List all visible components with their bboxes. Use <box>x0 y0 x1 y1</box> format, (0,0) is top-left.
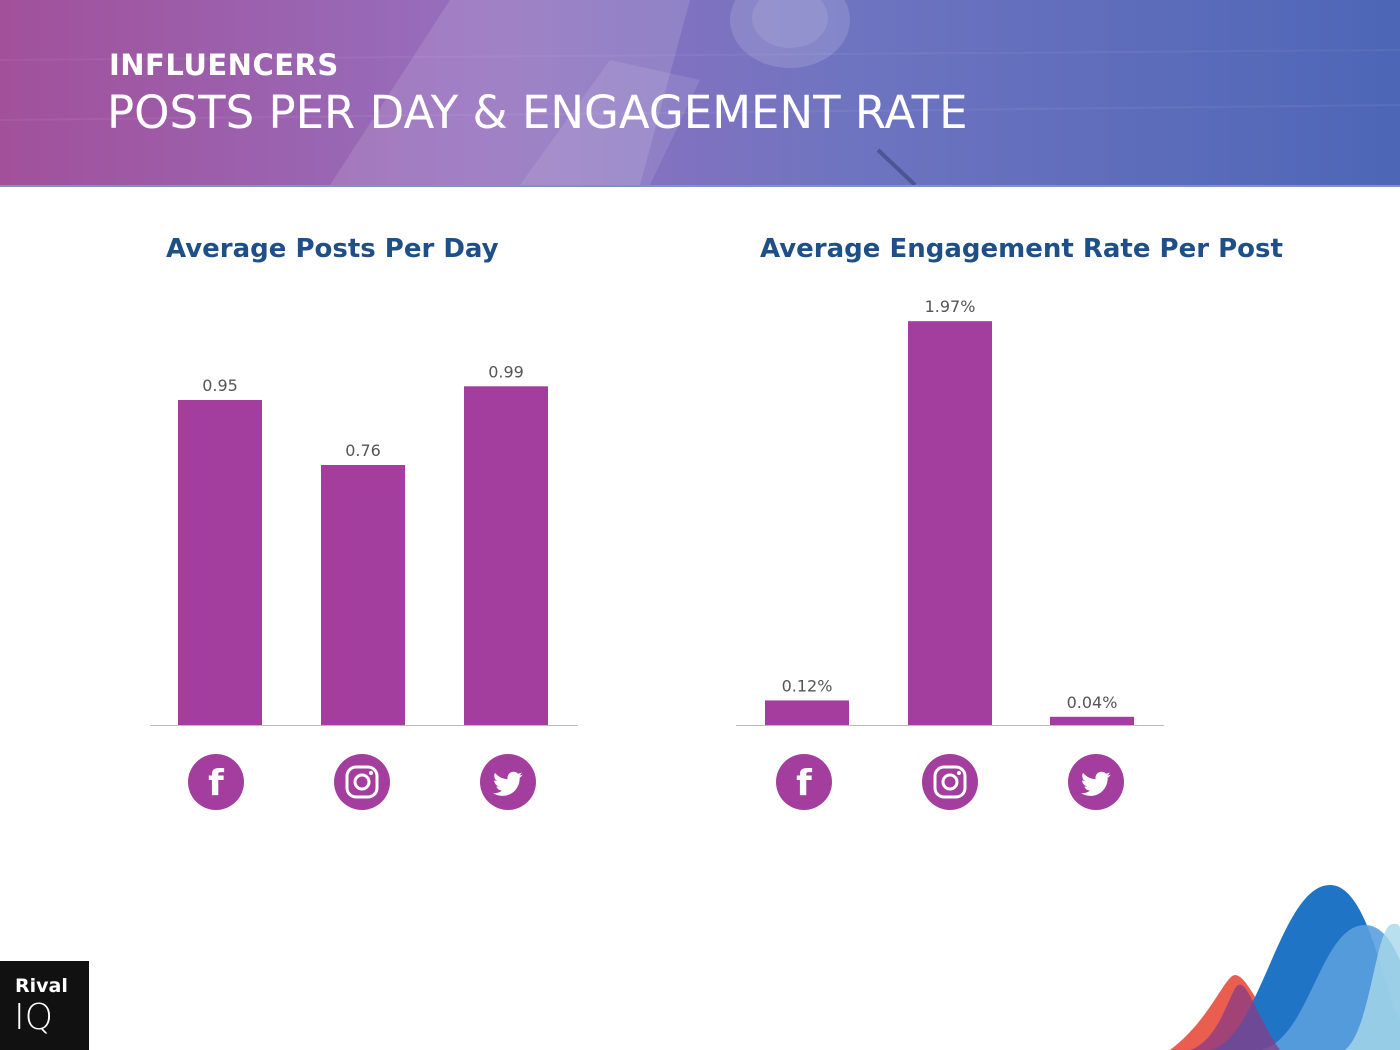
chart-title-posts-per-day: Average Posts Per Day <box>166 234 499 264</box>
data-label-facebook: 0.95 <box>202 376 238 395</box>
data-label-twitter: 0.99 <box>488 362 524 381</box>
facebook-icon-bg <box>776 754 832 810</box>
header-background-decor <box>0 0 1400 185</box>
instagram-lens <box>941 773 959 791</box>
instagram-dot <box>369 771 373 775</box>
facebook-glyph: f <box>208 763 224 804</box>
facebook-icon: f <box>188 754 244 810</box>
bar-twitter <box>464 386 548 725</box>
bar-facebook <box>178 400 262 725</box>
bar-facebook <box>765 700 849 725</box>
header-banner: INFLUENCERS POSTS PER DAY & ENGAGEMENT R… <box>0 0 1400 187</box>
twitter-icon <box>1068 754 1124 810</box>
instagram-icon <box>922 754 978 810</box>
instagram-dot <box>957 771 961 775</box>
data-label-facebook: 0.12% <box>782 676 833 695</box>
section-kicker: INFLUENCERS <box>109 48 339 82</box>
rival-iq-logo: Rival IQ <box>0 961 89 1050</box>
twitter-bird <box>1081 771 1111 796</box>
instagram-lens <box>353 773 371 791</box>
instagram-icon-bg <box>334 754 390 810</box>
facebook-icon: f <box>776 754 832 810</box>
data-label-instagram: 1.97% <box>925 297 976 316</box>
data-label-instagram: 0.76 <box>345 441 381 460</box>
bar-instagram <box>908 321 992 725</box>
chart-title-engagement-rate: Average Engagement Rate Per Post <box>760 234 1283 264</box>
instagram-frame <box>933 765 967 799</box>
instagram-icon <box>334 754 390 810</box>
logo-text-iq: IQ <box>14 997 53 1038</box>
twitter-icon <box>480 754 536 810</box>
logo-text-rival: Rival <box>15 975 68 997</box>
data-label-twitter: 0.04% <box>1067 693 1118 712</box>
bar-instagram <box>321 465 405 725</box>
chart-2: 0.12% 1.97% 0.04% <box>736 297 1164 726</box>
chart-1: 0.95 0.76 0.99 <box>150 362 578 726</box>
decorative-waves <box>1170 885 1400 1050</box>
page-title: POSTS PER DAY & ENGAGEMENT RATE <box>107 86 968 139</box>
facebook-icon-bg <box>188 754 244 810</box>
instagram-icon-bg <box>922 754 978 810</box>
facebook-glyph: f <box>796 763 812 804</box>
bar-twitter <box>1050 716 1134 725</box>
instagram-frame <box>345 765 379 799</box>
twitter-bird <box>493 771 523 796</box>
